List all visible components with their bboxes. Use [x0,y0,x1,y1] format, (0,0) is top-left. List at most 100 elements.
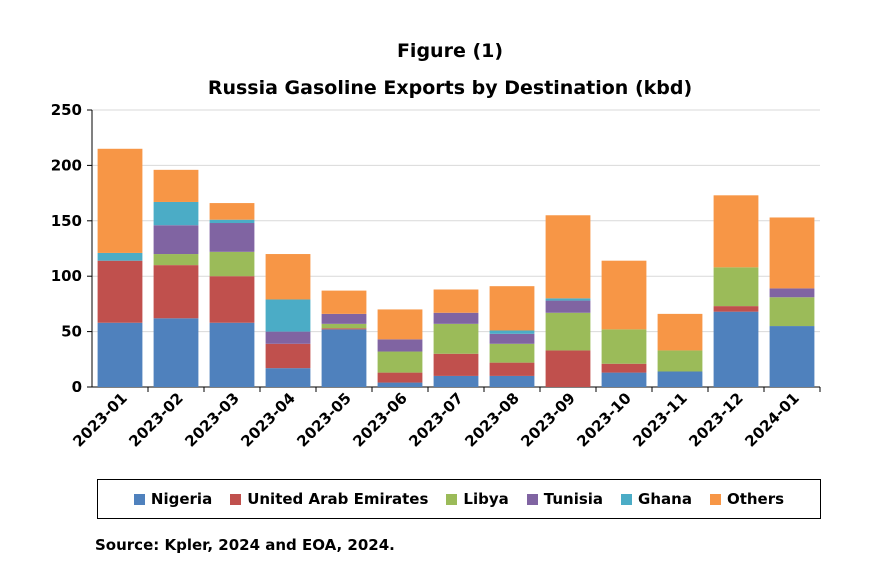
bar-libya-2023-03 [209,251,255,277]
bar-libya-2023-09 [545,312,591,351]
bar-tunisia-2023-06 [377,339,423,352]
bar-others-2024-01 [769,217,815,289]
bar-nigeria-2024-01 [769,326,815,387]
bar-united-arab-emirates-2023-01 [97,260,143,323]
legend-item-ghana: Ghana [621,490,692,508]
legend-item-others: Others [709,490,785,508]
x-tick-label: 2023-03 [181,389,242,450]
bar-united-arab-emirates-2023-07 [433,353,479,376]
bar-nigeria-2023-01 [97,322,143,387]
y-tick-label: 150 [51,212,82,230]
x-tick-label: 2023-04 [237,389,298,450]
legend-swatch-uae [230,493,242,505]
bar-libya-2023-05 [321,323,367,329]
bar-libya-2023-08 [489,343,535,363]
bar-others-2023-04 [265,254,311,300]
bar-united-arab-emirates-2023-05 [321,328,367,330]
legend-item-nigeria: Nigeria [133,490,213,508]
x-tick-label: 2023-12 [685,389,746,450]
legend-label-nigeria: Nigeria [150,490,213,508]
bar-others-2023-02 [153,169,199,202]
bar-nigeria-2023-07 [433,375,479,387]
legend-item-uae: United Arab Emirates [230,490,428,508]
bar-tunisia-2023-08 [489,333,535,344]
x-tick-label: 2023-05 [293,389,354,450]
x-tick-label: 2023-07 [405,389,466,450]
y-tick-label: 200 [51,156,82,174]
bar-united-arab-emirates-2023-08 [489,362,535,376]
bar-tunisia-2023-07 [433,312,479,324]
bar-others-2023-07 [433,289,479,313]
bar-nigeria-2023-08 [489,375,535,387]
bar-others-2023-06 [377,309,423,340]
bar-united-arab-emirates-2023-06 [377,372,423,383]
bar-others-2023-09 [545,215,591,299]
x-tick-label: 2023-09 [517,389,578,450]
chart-subtitle: Russia Gasoline Exports by Destination (… [207,77,693,99]
bar-ghana-2023-04 [265,299,311,332]
bar-nigeria-2023-10 [601,372,647,387]
legend-swatch-libya [446,493,458,505]
legend-swatch-others [709,493,721,505]
bar-libya-2023-06 [377,351,423,373]
bar-libya-2023-10 [601,329,647,364]
legend-label-libya: Libya [463,490,509,508]
legend-swatch-nigeria [133,493,145,505]
bar-others-2023-08 [489,286,535,331]
bar-others-2023-10 [601,260,647,330]
chart-title: Figure (1) [396,40,504,62]
bar-tunisia-2023-05 [321,313,367,324]
x-tick-label: 2023-11 [629,389,690,450]
bar-nigeria-2023-05 [321,329,367,387]
bar-libya-2024-01 [769,297,815,327]
x-tick-label: 2024-01 [741,389,802,450]
bar-libya-2023-11 [657,350,703,372]
bar-others-2023-01 [97,148,143,253]
x-tick-label: 2023-06 [349,389,410,450]
bar-nigeria-2023-12 [713,311,759,387]
legend-label-uae: United Arab Emirates [247,490,429,508]
bar-ghana-2023-09 [545,298,591,301]
bar-tunisia-2023-02 [153,225,199,255]
bar-united-arab-emirates-2023-09 [545,350,591,387]
bar-united-arab-emirates-2023-04 [265,343,311,369]
bar-others-2023-03 [209,203,255,220]
bar-ghana-2023-02 [153,201,199,226]
y-tick-label: 0 [72,378,82,396]
bar-ghana-2023-08 [489,330,535,334]
bar-nigeria-2023-04 [265,368,311,387]
bar-united-arab-emirates-2023-10 [601,363,647,373]
x-tick-label: 2023-01 [69,389,130,450]
stacked-bar-chart: 0501001502002502023-012023-022023-032023… [51,101,821,451]
legend-item-tunisia: Tunisia [526,490,604,508]
x-tick-label: 2023-08 [461,389,522,450]
bar-nigeria-2023-02 [153,318,199,387]
y-tick-label: 100 [51,267,82,285]
legend-swatch-ghana [621,493,633,505]
bar-libya-2023-02 [153,254,199,266]
bar-tunisia-2023-09 [545,300,591,313]
bar-nigeria-2023-11 [657,371,703,387]
bar-libya-2023-07 [433,323,479,354]
bar-nigeria-2023-06 [377,382,423,387]
bar-libya-2023-12 [713,267,759,307]
legend-label-tunisia: Tunisia [543,490,604,508]
x-tick-label: 2023-02 [125,389,186,450]
y-tick-label: 250 [51,101,82,119]
legend-item-libya: Libya [446,490,509,508]
bar-ghana-2023-03 [209,219,255,224]
bar-others-2023-12 [713,195,759,268]
bar-nigeria-2023-03 [209,322,255,387]
y-tick-label: 50 [61,323,82,341]
bar-ghana-2023-01 [97,252,143,261]
source-note: Source: Kpler, 2024 and EOA, 2024. [95,536,395,554]
chart-legend: Nigeria United Arab Emirates Libya Tunis… [97,479,821,519]
legend-label-others: Others [726,490,785,508]
legend-swatch-tunisia [526,493,538,505]
bar-united-arab-emirates-2023-02 [153,265,199,319]
bar-tunisia-2023-03 [209,223,255,252]
bar-tunisia-2023-04 [265,331,311,344]
bar-united-arab-emirates-2023-12 [713,306,759,312]
x-tick-label: 2023-10 [573,389,634,450]
bar-others-2023-05 [321,290,367,314]
